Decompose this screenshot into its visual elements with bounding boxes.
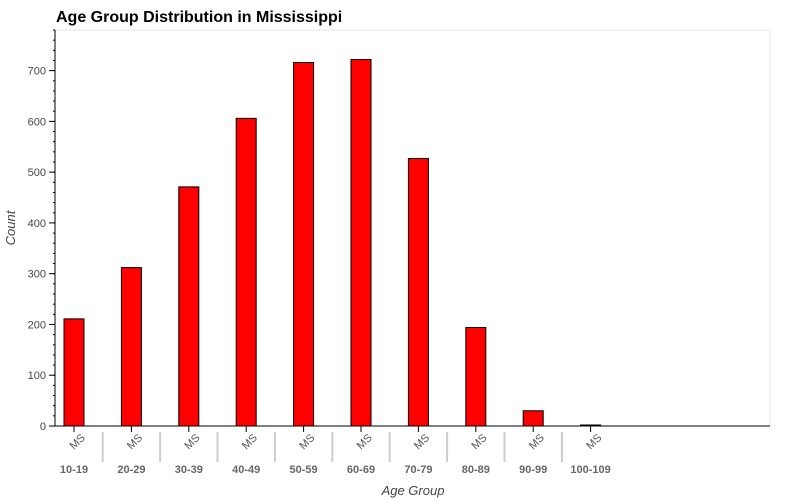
bar-10-19 [63,318,85,427]
x-subcategory-label: MS [182,432,202,452]
y-axis: 0 100 200 300 400 500 600 700 [28,29,56,433]
bar-40-49 [235,117,257,427]
chart-title: Age Group Distribution in Mississippi [56,9,342,26]
x-group-label: 80-89 [462,464,490,476]
x-group-label: 10-19 [60,464,88,476]
bar-30-39 [178,186,200,427]
x-axis-label: Age Group [381,483,445,498]
x-subcategory-label: MS [297,432,317,452]
x-subcategory-label: MS [584,432,604,452]
x-subcategory-label: MS [469,432,489,452]
x-group-label: 90-99 [519,464,547,476]
x-group-label: 30-39 [175,464,203,476]
bar-70-79 [407,157,429,427]
y-tick-label: 200 [28,319,46,331]
y-tick-label: 500 [28,167,46,179]
bars [63,58,602,427]
bar-80-89 [465,327,487,427]
x-group-label: 20-29 [117,464,145,476]
bar-60-69 [350,58,372,427]
x-axis: MS 10-19 MS 20-29 MS 30-39 MS 40-49 MS 50-59 MS 60-… [55,425,770,476]
bar-90-99 [522,410,544,427]
x-subcategory-label: MS [240,432,260,452]
y-tick-label: 400 [28,218,46,230]
y-tick-label: 700 [28,66,46,78]
bar-50-59 [293,61,315,427]
x-subcategory-label: MS [527,432,547,452]
y-tick-label: 600 [28,116,46,128]
y-tick-label: 300 [28,269,46,281]
y-tick-label: 0 [40,421,46,433]
x-subcategory-label: MS [412,432,432,452]
x-group-label: 60-69 [347,464,375,476]
x-subcategory-label: MS [68,432,88,452]
y-axis-label: Count [3,209,18,245]
bar-20-29 [120,267,142,427]
x-group-label: 50-59 [290,464,318,476]
x-group-label: 70-79 [404,464,432,476]
x-group-label: 40-49 [232,464,260,476]
x-group-label: 100-109 [570,464,610,476]
x-subcategory-label: MS [355,432,375,452]
y-tick-label: 100 [28,370,46,382]
x-subcategory-label: MS [125,432,145,452]
plot-area [55,29,771,426]
